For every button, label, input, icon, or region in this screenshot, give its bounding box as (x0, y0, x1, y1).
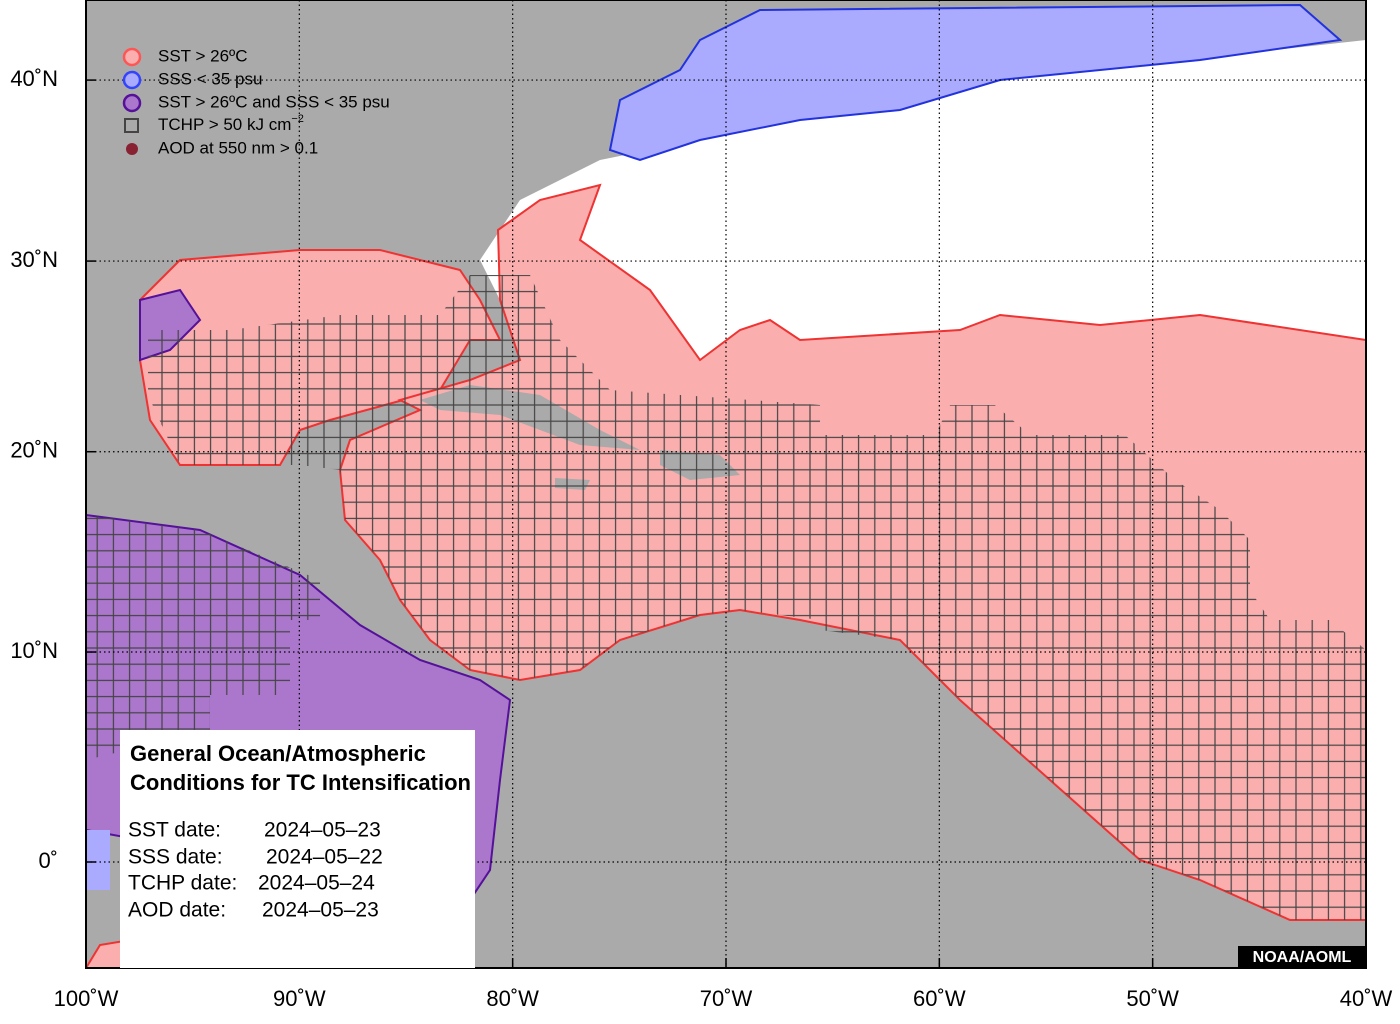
y-tick-label: 20˚N (10, 438, 58, 463)
plot-frame (85, 0, 1367, 969)
info-title: Conditions for TC Intensification (130, 770, 471, 795)
x-tick-label: 100˚W (54, 986, 119, 1011)
legend-label-text: TCHP > 50 kJ cm (158, 115, 291, 134)
tchp-cells (820, 405, 1366, 920)
legend-label: SST > 26ºC and SSS < 35 psu (158, 92, 390, 111)
legend-swatch (122, 70, 142, 90)
legend-swatch (122, 47, 142, 67)
legend-label: SST > 26ºC (158, 46, 248, 65)
legend-swatch (122, 93, 142, 113)
credit: NOAA/AOML (1253, 949, 1352, 966)
info-label: AOD date: (128, 899, 226, 922)
x-tick-label: 80˚W (486, 986, 539, 1011)
x-tick-label: 60˚W (913, 986, 966, 1011)
info-value: 2024–05–23 (264, 819, 381, 842)
low-sss (86, 830, 110, 890)
grid (85, 0, 1367, 968)
y-tick-label: 10˚N (10, 638, 58, 663)
credit-background (1238, 946, 1366, 968)
x-tick-label: 50˚W (1126, 986, 1179, 1011)
legend-superscript: −2 (291, 113, 304, 125)
info-value: 2024–05–23 (262, 899, 379, 922)
x-tick-label: 70˚W (700, 986, 753, 1011)
info-label: SST date: (128, 819, 221, 842)
y-tick-label: 0˚ (38, 848, 58, 873)
low-sss (608, 3, 1343, 162)
tchp-cells (148, 275, 820, 680)
legend-swatch (124, 118, 139, 133)
y-tick-label: 40˚N (10, 66, 58, 91)
legend-label: AOD at 550 nm > 0.1 (158, 138, 318, 157)
info-value: 2024–05–22 (266, 846, 383, 869)
y-tick-label: 30˚N (10, 247, 58, 272)
legend-label: SSS < 35 psu (158, 69, 262, 88)
legend: SST > 26ºC SSS < 35 psu SST > 26ºC and S… (122, 46, 390, 157)
info-label: SSS date: (128, 846, 223, 869)
tchp-cells (86, 515, 320, 760)
x-tick-label: 90˚W (273, 986, 326, 1011)
x-tick-label: 40˚W (1340, 986, 1393, 1011)
ocean-cool (480, 40, 1366, 360)
info-value: 2024–05–24 (258, 872, 375, 895)
info-box: General Ocean/Atmospheric Conditions for… (120, 730, 475, 968)
info-label: TCHP date: (128, 872, 237, 895)
legend-label: TCHP > 50 kJ cm−2 (158, 113, 304, 135)
info-background (120, 730, 475, 968)
info-title: General Ocean/Atmospheric (130, 741, 426, 766)
legend-swatch (126, 143, 138, 155)
